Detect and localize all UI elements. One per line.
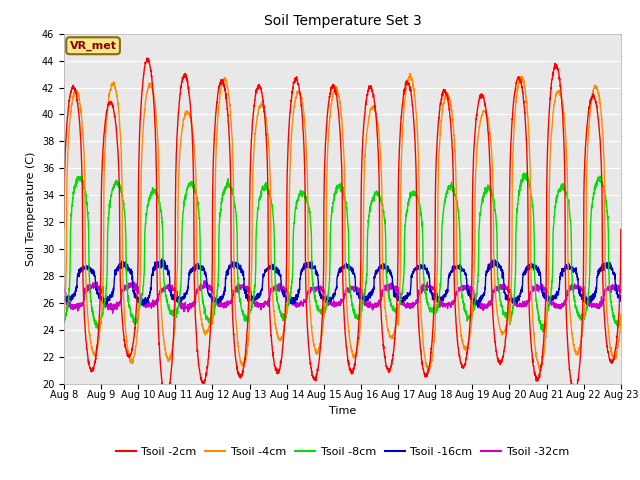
Line: Tsoil -2cm: Tsoil -2cm [64, 58, 621, 400]
Tsoil -2cm [606, 356, 614, 362]
Tsoil -8cm [606, 292, 614, 298]
Tsoil -32cm [200, 278, 208, 284]
Tsoil -4cm [60, 311, 68, 316]
Tsoil -2cm [617, 227, 625, 232]
Tsoil -32cm [124, 284, 132, 290]
Tsoil -8cm [157, 206, 164, 212]
Tsoil -2cm [143, 55, 151, 61]
Tsoil -8cm [523, 169, 531, 175]
Tsoil -2cm [157, 366, 164, 372]
Legend: Tsoil -2cm, Tsoil -4cm, Tsoil -8cm, Tsoil -16cm, Tsoil -32cm: Tsoil -2cm, Tsoil -4cm, Tsoil -8cm, Tsoi… [111, 442, 573, 461]
Tsoil -16cm [124, 262, 131, 267]
Tsoil -16cm [158, 256, 166, 262]
Tsoil -8cm [547, 294, 554, 300]
Tsoil -2cm [547, 96, 554, 102]
X-axis label: Time: Time [329, 406, 356, 416]
Tsoil -4cm [617, 311, 625, 317]
Line: Tsoil -8cm: Tsoil -8cm [64, 172, 621, 332]
Tsoil -8cm [298, 188, 305, 194]
Tsoil -16cm [157, 258, 164, 264]
Tsoil -8cm [539, 329, 547, 335]
Line: Tsoil -4cm: Tsoil -4cm [64, 73, 621, 372]
Tsoil -2cm [274, 369, 282, 374]
Tsoil -4cm [298, 95, 305, 100]
Tsoil -32cm [617, 288, 625, 294]
Tsoil -16cm [547, 296, 554, 302]
Tsoil -4cm [425, 369, 433, 374]
Tsoil -4cm [606, 345, 614, 351]
Tsoil -32cm [60, 286, 68, 292]
Tsoil -4cm [406, 71, 413, 76]
Tsoil -32cm [157, 287, 164, 293]
Tsoil -16cm [274, 267, 282, 273]
Tsoil -32cm [298, 300, 306, 306]
Tsoil -2cm [124, 353, 131, 359]
Tsoil -8cm [274, 300, 282, 305]
Y-axis label: Soil Temperature (C): Soil Temperature (C) [26, 152, 36, 266]
Tsoil -16cm [617, 298, 625, 304]
Tsoil -32cm [274, 286, 282, 291]
Tsoil -2cm [60, 225, 68, 230]
Tsoil -4cm [274, 332, 282, 338]
Tsoil -2cm [298, 111, 306, 117]
Tsoil -32cm [547, 297, 554, 303]
Tsoil -2cm [162, 397, 170, 403]
Tsoil -16cm [475, 303, 483, 309]
Line: Tsoil -16cm: Tsoil -16cm [64, 259, 621, 306]
Tsoil -8cm [60, 317, 68, 323]
Tsoil -32cm [109, 310, 116, 316]
Tsoil -4cm [124, 345, 131, 350]
Tsoil -4cm [547, 151, 554, 157]
Text: VR_met: VR_met [70, 41, 116, 51]
Title: Soil Temperature Set 3: Soil Temperature Set 3 [264, 14, 421, 28]
Line: Tsoil -32cm: Tsoil -32cm [64, 281, 621, 313]
Tsoil -16cm [60, 294, 68, 300]
Tsoil -32cm [606, 284, 614, 290]
Tsoil -8cm [617, 312, 625, 317]
Tsoil -16cm [606, 266, 614, 272]
Tsoil -16cm [298, 269, 306, 275]
Tsoil -4cm [157, 291, 164, 297]
Tsoil -8cm [124, 284, 131, 290]
